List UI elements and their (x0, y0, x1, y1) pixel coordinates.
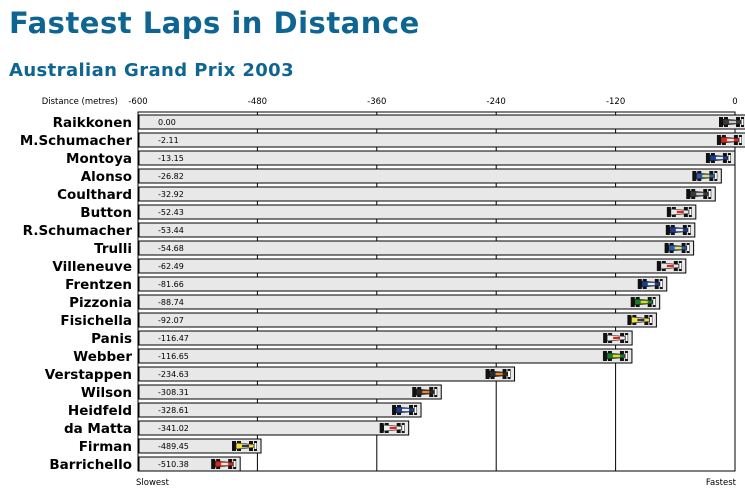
value-label: -92.07 (158, 316, 184, 325)
driver-label: R.Schumacher (23, 223, 133, 239)
driver-label: M.Schumacher (20, 133, 132, 149)
value-label: -26.82 (158, 172, 184, 181)
value-label: -62.49 (158, 262, 184, 271)
x-tick-label: 0 (732, 97, 737, 107)
bar (138, 294, 661, 310)
driver-label: Button (80, 205, 132, 221)
value-label: -52.43 (158, 208, 184, 217)
bar (138, 438, 262, 454)
bar (138, 366, 516, 382)
value-label: -81.66 (158, 280, 184, 289)
value-label: -32.92 (158, 190, 184, 199)
x-tick-label: -240 (487, 97, 506, 107)
f1-car-icon (637, 279, 663, 289)
driver-label: Fisichella (60, 313, 132, 329)
value-label: -234.63 (158, 370, 189, 379)
f1-car-icon (412, 387, 438, 397)
bar (138, 348, 633, 364)
bar (138, 222, 696, 238)
driver-label: Firman (79, 439, 132, 455)
value-label: -341.02 (158, 424, 189, 433)
x-tick-label: -120 (606, 97, 625, 107)
bar (138, 330, 633, 346)
x-tick-label: -480 (248, 97, 267, 107)
f1-car-icon (485, 369, 511, 379)
driver-label: Barrichello (49, 457, 132, 473)
x-axis-label: Distance (metres) (42, 97, 118, 107)
driver-label: Alonso (81, 169, 132, 185)
value-label: -2.11 (158, 136, 179, 145)
f1-car-icon (211, 459, 237, 469)
f1-car-icon (716, 135, 742, 145)
driver-label: Raikkonen (53, 115, 132, 131)
x-tick-label: -360 (367, 97, 386, 107)
driver-label: Webber (73, 349, 132, 365)
bar (138, 276, 668, 292)
chart-subtitle: Australian Grand Prix 2003 (9, 60, 295, 81)
value-label: 0.00 (158, 118, 176, 127)
driver-label: Villeneuve (52, 259, 132, 275)
driver-label: Coulthard (57, 187, 132, 203)
driver-label: Frentzen (65, 277, 132, 293)
driver-label: Wilson (81, 385, 132, 401)
f1-car-icon (379, 423, 405, 433)
f1-car-icon (603, 333, 629, 343)
f1-car-icon (705, 153, 731, 163)
f1-car-icon (666, 207, 692, 217)
f1-car-icon (630, 297, 656, 307)
bar (138, 384, 442, 400)
value-label: -489.45 (158, 442, 189, 451)
bar (138, 186, 716, 202)
f1-car-icon (692, 171, 718, 181)
value-label: -13.15 (158, 154, 184, 163)
f1-car-icon (602, 351, 628, 361)
bar (138, 402, 422, 418)
f1-car-icon (686, 189, 712, 199)
value-label: -54.68 (158, 244, 184, 253)
f1-car-icon (656, 261, 682, 271)
slowest-label: Slowest (136, 478, 170, 488)
driver-label: Trulli (94, 241, 132, 257)
bar (138, 258, 687, 274)
value-label: -88.74 (158, 298, 184, 307)
x-tick-label: -600 (128, 97, 147, 107)
f1-car-icon (664, 243, 690, 253)
driver-label: Pizzonia (69, 295, 132, 311)
driver-label: Panis (91, 331, 132, 347)
value-label: -116.65 (158, 352, 189, 361)
bar (138, 420, 410, 436)
bar (138, 114, 745, 130)
bar (138, 168, 722, 184)
chart-title: Fastest Laps in Distance (9, 6, 420, 40)
bar (138, 204, 697, 220)
driver-label: da Matta (64, 421, 132, 437)
value-label: -116.47 (158, 334, 189, 343)
plot-frame (137, 111, 736, 472)
f1-car-icon (665, 225, 691, 235)
value-label: -510.38 (158, 460, 189, 469)
f1-car-icon (392, 405, 418, 415)
value-label: -328.61 (158, 406, 189, 415)
bar (138, 240, 695, 256)
f1-car-icon (627, 315, 653, 325)
bar (138, 150, 736, 166)
bar (138, 132, 745, 148)
driver-label: Montoya (66, 151, 132, 167)
f1-car-icon (231, 441, 257, 451)
driver-label: Heidfeld (68, 403, 132, 419)
fastest-label: Fastest (706, 478, 737, 488)
driver-label: Verstappen (45, 367, 132, 383)
value-label: -308.31 (158, 388, 189, 397)
bar (138, 312, 657, 328)
f1-car-icon (719, 117, 744, 127)
value-label: -53.44 (158, 226, 184, 235)
